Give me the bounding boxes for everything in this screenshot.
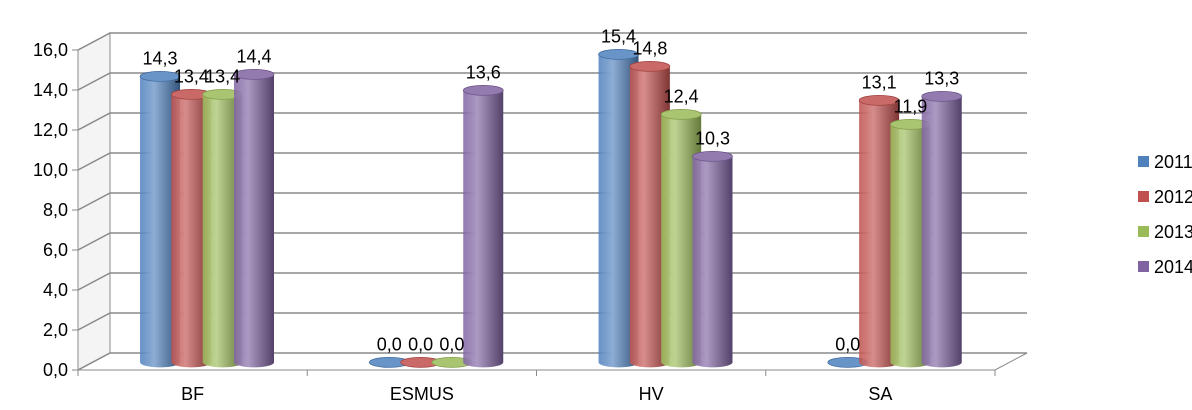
bars: [139, 48, 963, 368]
gridline: [77, 32, 1027, 51]
y-tick-label: 8,0: [43, 200, 68, 220]
legend-label: 2014: [1154, 257, 1192, 277]
legend-swatch: [1138, 191, 1149, 202]
gridline: [77, 112, 1027, 131]
bar: [921, 90, 963, 368]
gridline: [77, 72, 1027, 91]
bar: [170, 88, 212, 368]
bar: [629, 60, 671, 368]
data-label: 10,3: [695, 128, 730, 148]
legend-swatch: [1138, 226, 1149, 237]
y-tick-label: 14,0: [33, 80, 68, 100]
data-label: 13,4: [174, 66, 209, 86]
y-axis: 0,0 2,0 4,0 6,0 8,0 10,0 12,0 14,0 16,0: [33, 40, 79, 380]
legend-item: 2013: [1138, 222, 1192, 242]
data-label: 14,4: [236, 46, 271, 66]
data-label: 14,8: [632, 38, 667, 58]
legend-swatch: [1138, 261, 1149, 272]
bar: [858, 94, 900, 368]
bar: [233, 68, 275, 368]
y-tick-label: 0,0: [43, 360, 68, 380]
legend: 2011 2012 2013 2014: [1138, 152, 1192, 277]
y-tick-label: 16,0: [33, 40, 68, 60]
data-label: 12,4: [664, 86, 699, 106]
y-tick-label: 6,0: [43, 240, 68, 260]
y-tick-label: 10,0: [33, 160, 68, 180]
data-label: 0,0: [835, 334, 860, 354]
x-axis: BF ESMUS HV SA: [77, 369, 996, 404]
bar: [462, 84, 504, 368]
x-category-label: SA: [868, 384, 892, 404]
legend-item: 2014: [1138, 257, 1192, 277]
data-label: 13,1: [862, 72, 897, 92]
x-category-label: ESMUS: [390, 384, 454, 404]
data-label: 13,6: [466, 62, 501, 82]
data-label: 11,9: [894, 96, 928, 116]
data-label: 0,0: [377, 334, 402, 354]
bar: [202, 88, 244, 368]
legend-item: 2012: [1138, 187, 1192, 207]
data-label: 13,4: [205, 66, 240, 86]
x-category-label: HV: [639, 384, 664, 404]
bar: [598, 48, 639, 368]
data-label: 13,3: [924, 68, 959, 88]
data-label: 0,0: [408, 334, 433, 354]
y-tick-label: 12,0: [33, 120, 68, 140]
bar: [692, 150, 733, 368]
bar: [890, 118, 931, 368]
legend-item: 2011: [1138, 152, 1192, 172]
legend-swatch: [1138, 156, 1149, 167]
data-labels: 14,313,413,414,40,0 0,0 0,013,615,414,812,…: [143, 26, 960, 354]
x-category-label: BF: [181, 384, 204, 404]
y-tick-label: 2,0: [43, 320, 68, 340]
y-tick-label: 4,0: [43, 280, 68, 300]
bar: [139, 70, 181, 368]
legend-label: 2012: [1154, 187, 1192, 207]
bar: [660, 108, 702, 368]
data-label: 0,0: [439, 334, 464, 354]
data-label: 14,3: [143, 48, 178, 68]
legend-label: 2011: [1154, 152, 1192, 172]
data-label: 15,4: [601, 26, 636, 46]
legend-label: 2013: [1154, 222, 1192, 242]
